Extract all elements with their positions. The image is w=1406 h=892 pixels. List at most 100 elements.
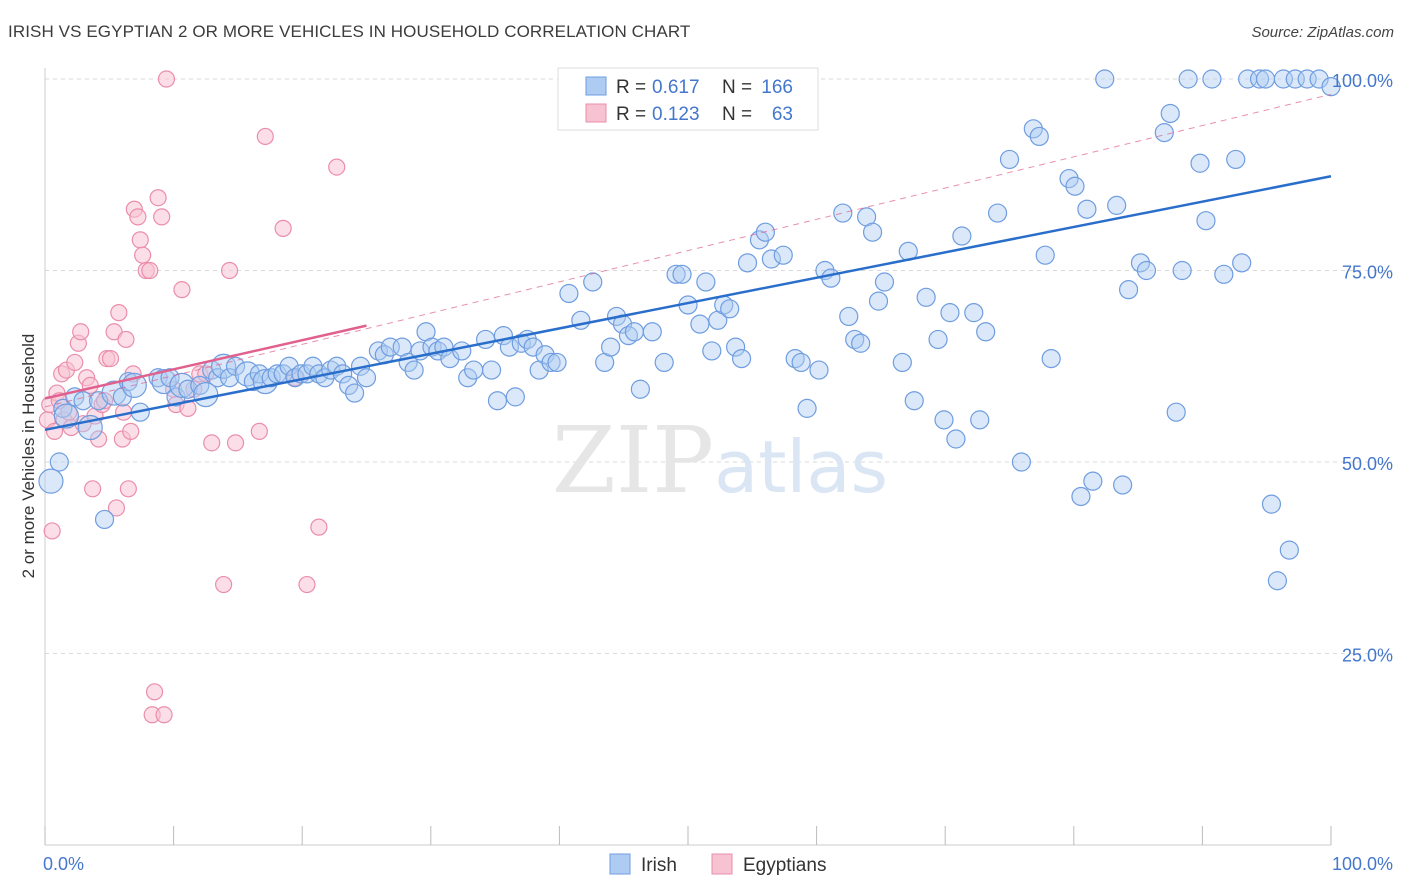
irish-point bbox=[642, 322, 662, 342]
irish-point bbox=[952, 226, 972, 246]
watermark: ZIPatlas bbox=[552, 407, 888, 514]
irish-point bbox=[749, 230, 770, 250]
egyptians-point bbox=[310, 518, 328, 536]
x-tick-label: 0.0% bbox=[43, 854, 84, 874]
egyptians-point bbox=[145, 683, 164, 701]
irish-point bbox=[475, 329, 496, 350]
egyptians-point bbox=[256, 127, 274, 146]
irish-point bbox=[601, 337, 621, 357]
irish-point bbox=[874, 272, 895, 292]
irish-point bbox=[1160, 103, 1180, 124]
legend-n-value: 166 bbox=[761, 77, 793, 98]
irish-point bbox=[928, 329, 948, 350]
egyptians-point bbox=[81, 376, 99, 394]
irish-point bbox=[791, 352, 811, 373]
trend-extension-dashed bbox=[44, 93, 1332, 408]
irish-point bbox=[672, 264, 692, 284]
irish-point bbox=[773, 245, 793, 265]
irish-point bbox=[964, 303, 984, 323]
irish-point bbox=[1095, 69, 1115, 89]
legend-n-label: N = bbox=[722, 77, 752, 98]
egyptians-trend-line bbox=[44, 324, 367, 400]
irish-point bbox=[1214, 264, 1234, 284]
irish-point bbox=[1154, 123, 1174, 143]
irish-point bbox=[1261, 494, 1282, 514]
irish-point bbox=[53, 403, 80, 429]
irish-point bbox=[934, 410, 954, 430]
irish-point bbox=[344, 383, 365, 403]
egyptians-point bbox=[66, 353, 84, 372]
irish-point bbox=[339, 375, 359, 395]
chart-title: IRISH VS EGYPTIAN 2 OR MORE VEHICLES IN … bbox=[8, 22, 691, 41]
legend-swatch bbox=[585, 76, 607, 96]
egyptians-point bbox=[226, 434, 245, 452]
egyptians-point bbox=[215, 575, 233, 594]
irish-point bbox=[761, 249, 781, 269]
egyptians-point bbox=[117, 330, 135, 349]
egyptians-point bbox=[43, 522, 61, 540]
irish-point bbox=[279, 356, 299, 376]
irish-point bbox=[970, 410, 990, 430]
irish-point bbox=[404, 360, 424, 380]
irish-point bbox=[452, 341, 472, 361]
irish-point bbox=[987, 203, 1008, 223]
egyptians-point bbox=[274, 219, 292, 237]
axis-labels: 25.0% 50.0% 75.0% 100.0% 0.0% 100.0% 2 or more… bbox=[19, 71, 1393, 874]
irish-point bbox=[624, 322, 645, 342]
irish-point bbox=[1190, 153, 1210, 173]
irish-point bbox=[178, 379, 198, 399]
irish-point bbox=[1202, 69, 1222, 89]
irish-point bbox=[1321, 77, 1341, 97]
irish-point bbox=[219, 368, 240, 388]
irish-trend-line bbox=[44, 175, 1332, 432]
egyptians-point bbox=[129, 208, 147, 226]
bottom-legend-irish: Irish bbox=[641, 855, 677, 876]
egyptians-point bbox=[131, 231, 149, 249]
irish-point bbox=[1065, 176, 1085, 196]
legend-n-label: N = bbox=[722, 104, 752, 125]
legend-n-value: 63 bbox=[772, 104, 793, 125]
irish-point bbox=[916, 287, 936, 307]
egyptians-point bbox=[298, 575, 316, 594]
irish-point bbox=[505, 387, 525, 407]
irish-point bbox=[1023, 119, 1043, 139]
irish-point bbox=[737, 253, 758, 273]
egyptians-point bbox=[110, 304, 128, 322]
watermark-atlas: atlas bbox=[714, 425, 888, 509]
irish-point bbox=[1196, 211, 1216, 231]
irish-point bbox=[1255, 69, 1276, 89]
legend-swatch bbox=[585, 103, 607, 123]
legend-r-value: 0.123 bbox=[652, 104, 700, 125]
irish-point bbox=[833, 203, 853, 223]
irish-point bbox=[999, 149, 1020, 170]
irish-point bbox=[1226, 149, 1246, 170]
irish-point bbox=[1029, 126, 1049, 147]
irish-point bbox=[731, 348, 752, 369]
irish-point bbox=[892, 352, 912, 373]
egyptians-point bbox=[203, 434, 221, 452]
irish-point bbox=[1113, 475, 1133, 495]
irish-point bbox=[851, 333, 871, 353]
irish-point bbox=[946, 429, 966, 449]
irish-point bbox=[1071, 486, 1091, 507]
egyptians-point bbox=[84, 480, 102, 498]
legend-r-value: 0.617 bbox=[652, 77, 700, 98]
irish-point bbox=[1107, 195, 1127, 215]
egyptians-point bbox=[134, 246, 152, 264]
y-tick-label: 75.0% bbox=[1342, 263, 1393, 283]
egyptians-point bbox=[149, 189, 167, 207]
bottom-legend-egyptians: Egyptians bbox=[743, 855, 826, 876]
y-tick-label: 50.0% bbox=[1342, 454, 1393, 474]
egyptians-point bbox=[153, 208, 171, 226]
egyptians-point bbox=[72, 323, 90, 341]
irish-point bbox=[464, 360, 484, 380]
irish-point bbox=[481, 360, 502, 380]
irish-point bbox=[1077, 199, 1097, 219]
irish-point bbox=[458, 368, 478, 388]
egyptians-point bbox=[155, 706, 173, 724]
irish-point bbox=[1041, 348, 1061, 369]
irish-point bbox=[1166, 402, 1186, 422]
chart-source: Source: ZipAtlas.com bbox=[1251, 24, 1394, 41]
irish-point bbox=[696, 272, 716, 292]
